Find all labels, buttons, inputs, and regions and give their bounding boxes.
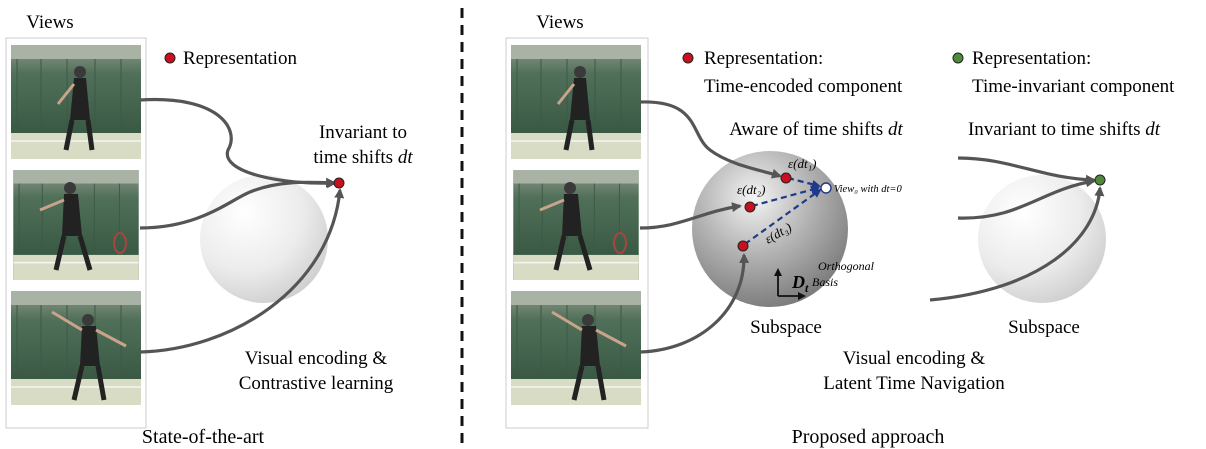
tennis-view-image-4 [511,44,641,160]
right-encoding-line1: Visual encoding & [843,348,986,369]
right-legend-green-line2: Time-invariant component [972,76,1175,97]
tennis-view-image-1 [11,44,141,160]
orthogonal-line1: Orthogonal [818,259,875,273]
right-invariant-arrow-3 [929,186,1105,302]
tennis-view-image-6 [511,290,641,406]
right-legend-red-line2: Time-encoded component [704,76,903,97]
dashed-line-dt1 [787,176,821,189]
red-dot-dt1 [780,172,792,184]
left-invariant-line1: Invariant to [319,122,407,143]
right-legend-green-dot [952,52,964,64]
orthogonal-line2: Basis [812,275,838,289]
view0-label: View₀ with dt=0 [834,184,902,195]
left-caption: State-of-the-art [142,426,265,448]
right-encoding-line2: Latent Time Navigation [823,373,1005,394]
subspace-right-label: Subspace [1008,317,1080,338]
right-legend-red-dot [682,52,694,64]
right-invariant-arrow-2 [957,177,1096,220]
left-legend-red-dot [164,52,176,64]
right-arrow-view1 [639,100,782,179]
right-arrow-view2 [639,202,742,230]
left-arrow-view2 [139,177,336,230]
tennis-view-image-5 [512,170,640,280]
right-image-stack [505,37,649,429]
left-legend-label: Representation [183,48,297,69]
left-encoding-line1: Visual encoding & [245,348,388,369]
left-encoding-line2: Contrastive learning [239,373,394,394]
red-dot-dt3 [737,240,749,252]
right-legend-green-line1: Representation: [972,48,1091,69]
left-invariant-line2: time shifts dt [313,147,413,168]
time-invariant-sphere [978,175,1106,303]
right-caption: Proposed approach [792,426,945,448]
left-sphere [200,175,328,303]
orthogonal-basis-icon [774,268,806,300]
left-arrow-view1 [139,97,337,189]
red-dot-dt2 [744,201,756,213]
basis-symbol: Dt [791,272,809,295]
subspace-left-label: Subspace [750,317,822,338]
eps-dt2-label: ε(dt₂) [737,182,765,197]
tennis-view-image-2 [12,170,140,280]
right-views-label: Views [536,12,583,33]
dashed-line-dt2 [751,185,820,208]
right-invariant-text: Invariant to time shifts dt [968,119,1161,140]
dashed-line-dt3 [744,188,822,245]
left-views-label: Views [26,12,73,33]
left-representation-dot [333,177,345,189]
tennis-view-image-3 [11,290,141,406]
right-legend-red-line1: Representation: [704,48,823,69]
left-arrow-view3 [139,188,345,354]
right-aware-text: Aware of time shifts dt [729,119,903,140]
view0-white-dot [820,182,832,194]
green-representation-dot [1094,174,1106,186]
right-invariant-arrow-1 [957,156,1096,185]
eps-dt1-label: ε(dt₁) [788,156,816,171]
left-image-stack [5,37,147,429]
right-arrow-view3 [639,253,750,354]
time-encoded-sphere [692,151,848,307]
